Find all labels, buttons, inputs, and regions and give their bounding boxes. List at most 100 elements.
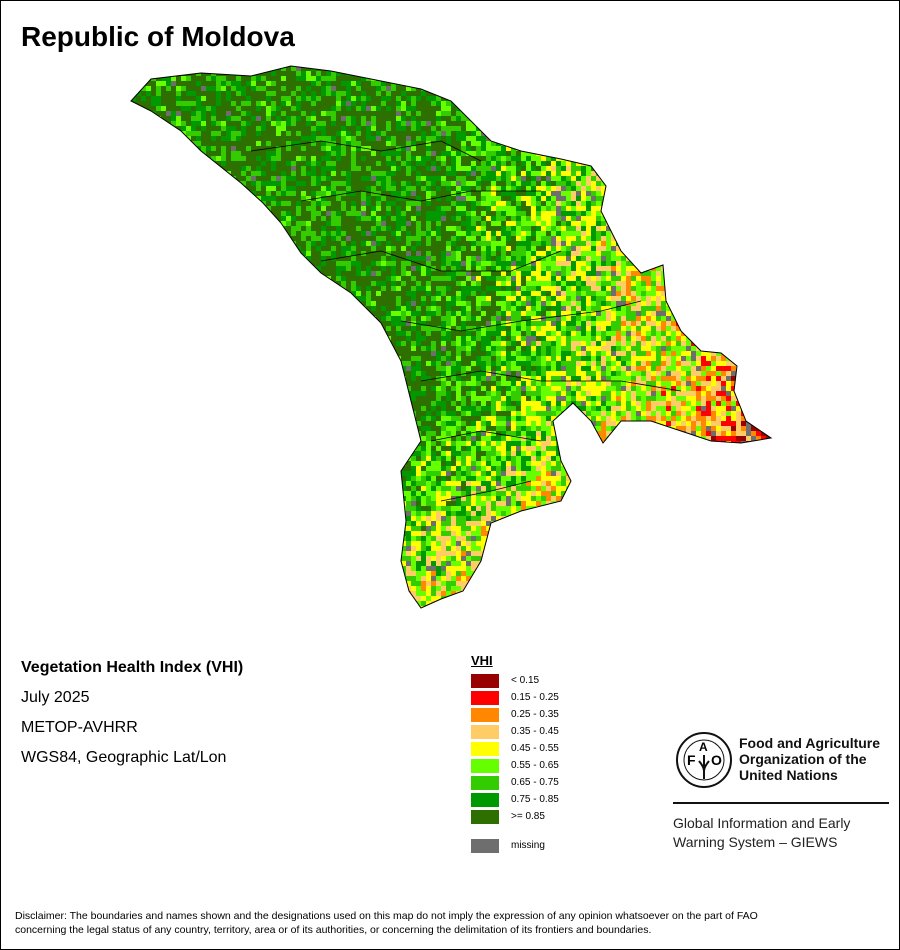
vhi-pixel	[556, 66, 561, 71]
vhi-pixel	[231, 126, 236, 131]
vhi-pixel	[166, 71, 171, 76]
vhi-pixel	[756, 206, 761, 211]
vhi-pixel	[756, 191, 761, 196]
vhi-pixel	[696, 161, 701, 166]
vhi-pixel	[396, 221, 401, 226]
vhi-pixel	[581, 226, 586, 231]
vhi-pixel	[291, 196, 296, 201]
vhi-pixel	[291, 136, 296, 141]
vhi-pixel	[366, 211, 371, 216]
vhi-pixel	[171, 101, 176, 106]
vhi-pixel	[291, 71, 296, 76]
vhi-pixel	[721, 216, 726, 221]
vhi-pixel	[766, 146, 771, 151]
vhi-pixel	[401, 141, 406, 146]
vhi-pixel	[376, 146, 381, 151]
vhi-pixel	[366, 101, 371, 106]
vhi-pixel	[221, 246, 226, 251]
vhi-pixel	[386, 121, 391, 126]
vhi-pixel	[256, 226, 261, 231]
vhi-pixel	[721, 96, 726, 101]
vhi-pixel	[491, 141, 496, 146]
vhi-pixel	[406, 151, 411, 156]
vhi-pixel	[736, 106, 741, 111]
vhi-pixel	[671, 66, 676, 71]
vhi-pixel	[226, 101, 231, 106]
vhi-pixel	[741, 106, 746, 111]
vhi-pixel	[146, 151, 151, 156]
vhi-pixel	[581, 116, 586, 121]
vhi-pixel	[586, 151, 591, 156]
vhi-pixel	[581, 146, 586, 151]
vhi-pixel	[296, 126, 301, 131]
vhi-pixel	[701, 76, 706, 81]
vhi-pixel	[276, 121, 281, 126]
vhi-pixel	[426, 176, 431, 181]
vhi-pixel	[331, 246, 336, 251]
vhi-pixel	[256, 61, 261, 66]
vhi-pixel	[636, 201, 641, 206]
vhi-pixel	[431, 86, 436, 91]
vhi-pixel	[141, 116, 146, 121]
vhi-pixel	[626, 151, 631, 156]
vhi-pixel	[481, 166, 486, 171]
vhi-pixel	[531, 231, 536, 236]
vhi-pixel	[306, 231, 311, 236]
vhi-pixel	[676, 236, 681, 241]
vhi-pixel	[561, 211, 566, 216]
vhi-pixel	[126, 246, 131, 251]
vhi-pixel	[656, 151, 661, 156]
vhi-pixel	[231, 61, 236, 66]
vhi-pixel	[576, 131, 581, 136]
vhi-pixel	[666, 176, 671, 181]
vhi-pixel	[206, 91, 211, 96]
vhi-pixel	[541, 96, 546, 101]
vhi-pixel	[656, 221, 661, 226]
vhi-pixel	[611, 166, 616, 171]
vhi-pixel	[531, 226, 536, 231]
vhi-pixel	[186, 86, 191, 91]
vhi-pixel	[451, 146, 456, 151]
vhi-pixel	[626, 216, 631, 221]
vhi-pixel	[456, 226, 461, 231]
vhi-pixel	[441, 206, 446, 211]
vhi-pixel	[246, 206, 251, 211]
vhi-pixel	[606, 116, 611, 121]
vhi-pixel	[591, 211, 596, 216]
vhi-pixel	[691, 66, 696, 71]
vhi-pixel	[341, 216, 346, 221]
vhi-pixel	[156, 206, 161, 211]
vhi-pixel	[406, 61, 411, 66]
vhi-pixel	[646, 191, 651, 196]
vhi-pixel	[301, 71, 306, 76]
vhi-pixel	[681, 96, 686, 101]
vhi-pixel	[131, 221, 136, 226]
vhi-pixel	[186, 201, 191, 206]
vhi-pixel	[256, 66, 261, 71]
vhi-pixel	[696, 146, 701, 151]
vhi-pixel	[406, 111, 411, 116]
vhi-pixel	[306, 121, 311, 126]
vhi-pixel	[206, 241, 211, 246]
vhi-pixel	[531, 186, 536, 191]
vhi-pixel	[761, 121, 766, 126]
vhi-pixel	[181, 236, 186, 241]
vhi-pixel	[681, 111, 686, 116]
vhi-pixel	[601, 216, 606, 221]
vhi-pixel	[561, 151, 566, 156]
vhi-pixel	[161, 211, 166, 216]
vhi-pixel	[551, 231, 556, 236]
vhi-pixel	[391, 161, 396, 166]
vhi-pixel	[691, 186, 696, 191]
vhi-pixel	[701, 246, 706, 251]
vhi-pixel	[506, 206, 511, 211]
vhi-pixel	[181, 116, 186, 121]
vhi-pixel	[411, 201, 416, 206]
vhi-pixel	[216, 136, 221, 141]
vhi-pixel	[581, 236, 586, 241]
vhi-pixel	[356, 116, 361, 121]
vhi-pixel	[741, 246, 746, 251]
vhi-pixel	[291, 116, 296, 121]
vhi-pixel	[191, 216, 196, 221]
vhi-pixel	[561, 61, 566, 66]
